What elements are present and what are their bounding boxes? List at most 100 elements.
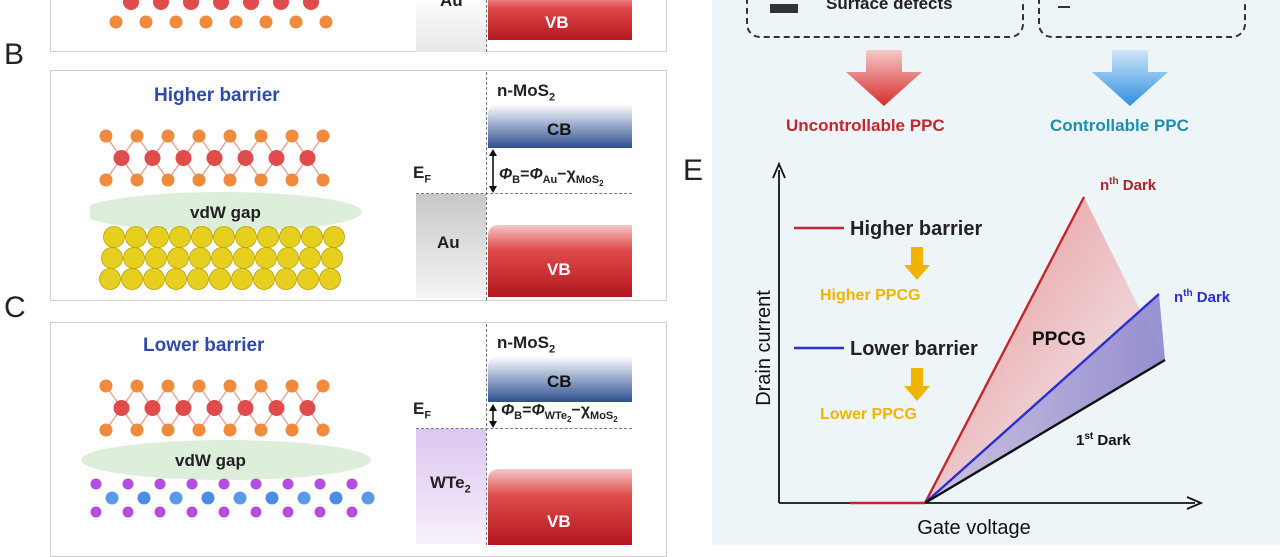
gold-atom bbox=[103, 226, 125, 248]
sulfur-atom bbox=[161, 173, 175, 187]
panel-b-eq-phi-m: Φ bbox=[529, 166, 543, 183]
molybdenum-atom bbox=[273, 0, 289, 10]
gold-atom bbox=[169, 226, 191, 248]
nth-dark-high-label: nth Dark bbox=[1100, 176, 1157, 194]
tungsten-atom bbox=[265, 491, 279, 505]
gold-atom bbox=[125, 226, 147, 248]
gold-atom bbox=[191, 226, 213, 248]
panel-c-semiconductor: n-MoS2 bbox=[497, 333, 555, 355]
sulfur-atom bbox=[316, 379, 330, 393]
panel-b-vb bbox=[488, 225, 632, 297]
molybdenum-atom bbox=[303, 0, 319, 10]
panel-c-title: Lower barrier bbox=[143, 335, 265, 356]
tellurium-atom bbox=[122, 478, 134, 490]
panel-c-ef-sub: F bbox=[424, 409, 432, 422]
first-dark-n: 1 bbox=[1076, 432, 1084, 449]
molybdenum-atom bbox=[206, 150, 223, 166]
arrow-fragment-icon bbox=[1058, 6, 1070, 8]
panel-letter-e: E bbox=[683, 154, 704, 187]
first-dark-word: Dark bbox=[1093, 432, 1131, 449]
molybdenum-atom bbox=[268, 150, 285, 166]
sulfur-atom bbox=[130, 129, 144, 143]
gold-atom bbox=[101, 247, 123, 269]
gold-atom bbox=[279, 226, 301, 248]
molybdenum-atom bbox=[213, 0, 229, 10]
gold-atom bbox=[145, 247, 167, 269]
sulfur-atom bbox=[285, 129, 299, 143]
molybdenum-atom bbox=[299, 400, 316, 416]
tellurium-atom bbox=[314, 478, 326, 490]
tungsten-atom bbox=[329, 491, 343, 505]
molybdenum-atom bbox=[153, 0, 169, 10]
controllable-ppc-label: Controllable PPC bbox=[1050, 116, 1189, 135]
nth-dark-low-label: nth Dark bbox=[1174, 288, 1231, 306]
sulfur-atom bbox=[192, 423, 206, 437]
sulfur-atom bbox=[223, 129, 237, 143]
sulfur-atom bbox=[130, 173, 144, 187]
panel-b-eq-chi-sub2: 2 bbox=[599, 179, 604, 189]
molybdenum-atom bbox=[113, 150, 130, 166]
gold-atom bbox=[211, 247, 233, 269]
tellurium-atom bbox=[90, 478, 102, 490]
molybdenum-atom bbox=[183, 0, 199, 10]
gold-atom bbox=[187, 268, 209, 290]
sulfur-atom bbox=[254, 129, 268, 143]
molybdenum-atom bbox=[206, 400, 223, 416]
sulfur-atom bbox=[223, 423, 237, 437]
gold-atom bbox=[123, 247, 145, 269]
sulfur-atom bbox=[223, 379, 237, 393]
sulfur-atom bbox=[130, 423, 144, 437]
panel-c-semiconductor-sub: 2 bbox=[548, 343, 556, 356]
gold-atom bbox=[231, 268, 253, 290]
gold-atom bbox=[275, 268, 297, 290]
sulfur-atom bbox=[285, 379, 299, 393]
sulfur-atom bbox=[161, 423, 175, 437]
gold-atom bbox=[209, 268, 231, 290]
tellurium-atom bbox=[346, 478, 358, 490]
tungsten-atom bbox=[297, 491, 311, 505]
panel-c-eq-chi-sub2: 2 bbox=[613, 415, 618, 425]
tellurium-atom bbox=[314, 506, 326, 518]
tellurium-atom bbox=[282, 478, 294, 490]
panel-c-gap-label: vdW gap bbox=[175, 451, 246, 470]
panel-b-metal-label: Au bbox=[437, 233, 460, 252]
panel-letter-b: B bbox=[4, 38, 25, 71]
gold-atom bbox=[165, 268, 187, 290]
tungsten-atom bbox=[137, 491, 151, 505]
nth-dark-high-word: Dark bbox=[1119, 177, 1157, 194]
panel-a-atoms bbox=[109, 0, 333, 29]
controllable-arrow-icon bbox=[1092, 50, 1168, 106]
panel-a-metal-label: Au bbox=[440, 0, 463, 10]
panel-b-semiconductor-text: n-MoS bbox=[497, 81, 549, 100]
tellurium-atom bbox=[250, 506, 262, 518]
sulfur-atom bbox=[319, 15, 333, 29]
panel-b-eq-chi-sub: MoS bbox=[575, 174, 600, 187]
panel-c-metal-text: WTe bbox=[430, 473, 465, 492]
tungsten-atom bbox=[201, 491, 215, 505]
sulfur-atom bbox=[99, 379, 113, 393]
molybdenum-atom bbox=[268, 400, 285, 416]
panel-c-divider bbox=[486, 324, 487, 545]
nth-dark-high-n: n bbox=[1100, 177, 1109, 194]
sulfur-atom bbox=[99, 173, 113, 187]
panel-b-ef-text: E bbox=[413, 163, 425, 182]
panel-c-cb-label: CB bbox=[547, 372, 572, 391]
nth-dark-low-n: n bbox=[1174, 289, 1183, 306]
panel-b-metal-block bbox=[416, 194, 486, 298]
defect-box-left bbox=[746, 0, 1024, 38]
gold-atom bbox=[321, 247, 343, 269]
tellurium-atom bbox=[186, 478, 198, 490]
uncontrollable-arrow-icon bbox=[846, 50, 922, 106]
panel-c-eq-phi-b-sub: B bbox=[514, 410, 523, 423]
sulfur-atom bbox=[316, 129, 330, 143]
panel-a-vb bbox=[488, 0, 632, 40]
panel-b-fermi-line bbox=[416, 193, 632, 194]
gold-atom bbox=[143, 268, 165, 290]
panel-c-metal-label: WTe2 bbox=[430, 473, 471, 495]
panel-c-vb bbox=[488, 469, 632, 545]
uncontrollable-ppc-label: Uncontrollable PPC bbox=[786, 116, 945, 135]
sulfur-atom bbox=[192, 173, 206, 187]
sulfur-atom bbox=[130, 379, 144, 393]
panel-b-eq-chi: χ bbox=[566, 166, 576, 183]
molybdenum-atom bbox=[144, 400, 161, 416]
